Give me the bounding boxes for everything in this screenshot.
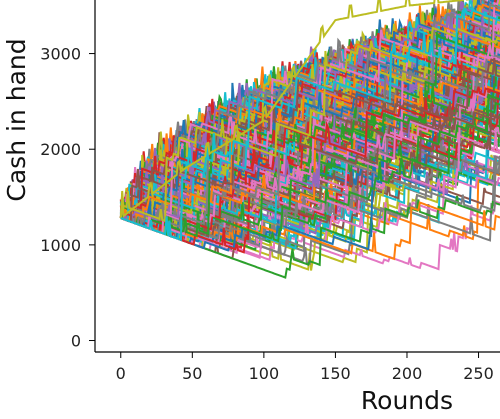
- x-axis-ticks: 0 50 100 150 200 250: [116, 352, 494, 383]
- y-tick-label: 1000: [40, 236, 81, 255]
- y-axis-ticks: 0 1000 2000 3000: [40, 45, 95, 351]
- y-tick-label: 0: [71, 332, 81, 351]
- series-line: [120, 9, 500, 243]
- series-line: [119, 26, 500, 223]
- x-tick-label: 250: [463, 364, 494, 383]
- x-tick-label: 50: [182, 364, 202, 383]
- y-tick-label: 2000: [40, 140, 81, 159]
- y-axis-title: Cash in hand: [2, 38, 31, 201]
- series-line: [120, 5, 500, 242]
- series-line-highest: [120, 0, 473, 218]
- x-axis-title: Rounds: [361, 386, 453, 415]
- x-tick-label: 200: [392, 364, 423, 383]
- series-line: [120, 2, 500, 228]
- series-line: [120, 8, 500, 224]
- series-line: [119, 108, 500, 219]
- x-tick-label: 0: [116, 364, 126, 383]
- y-tick-label: 3000: [40, 45, 81, 64]
- x-tick-label: 100: [249, 364, 280, 383]
- plot-area: [119, 0, 500, 279]
- x-tick-label: 150: [320, 364, 351, 383]
